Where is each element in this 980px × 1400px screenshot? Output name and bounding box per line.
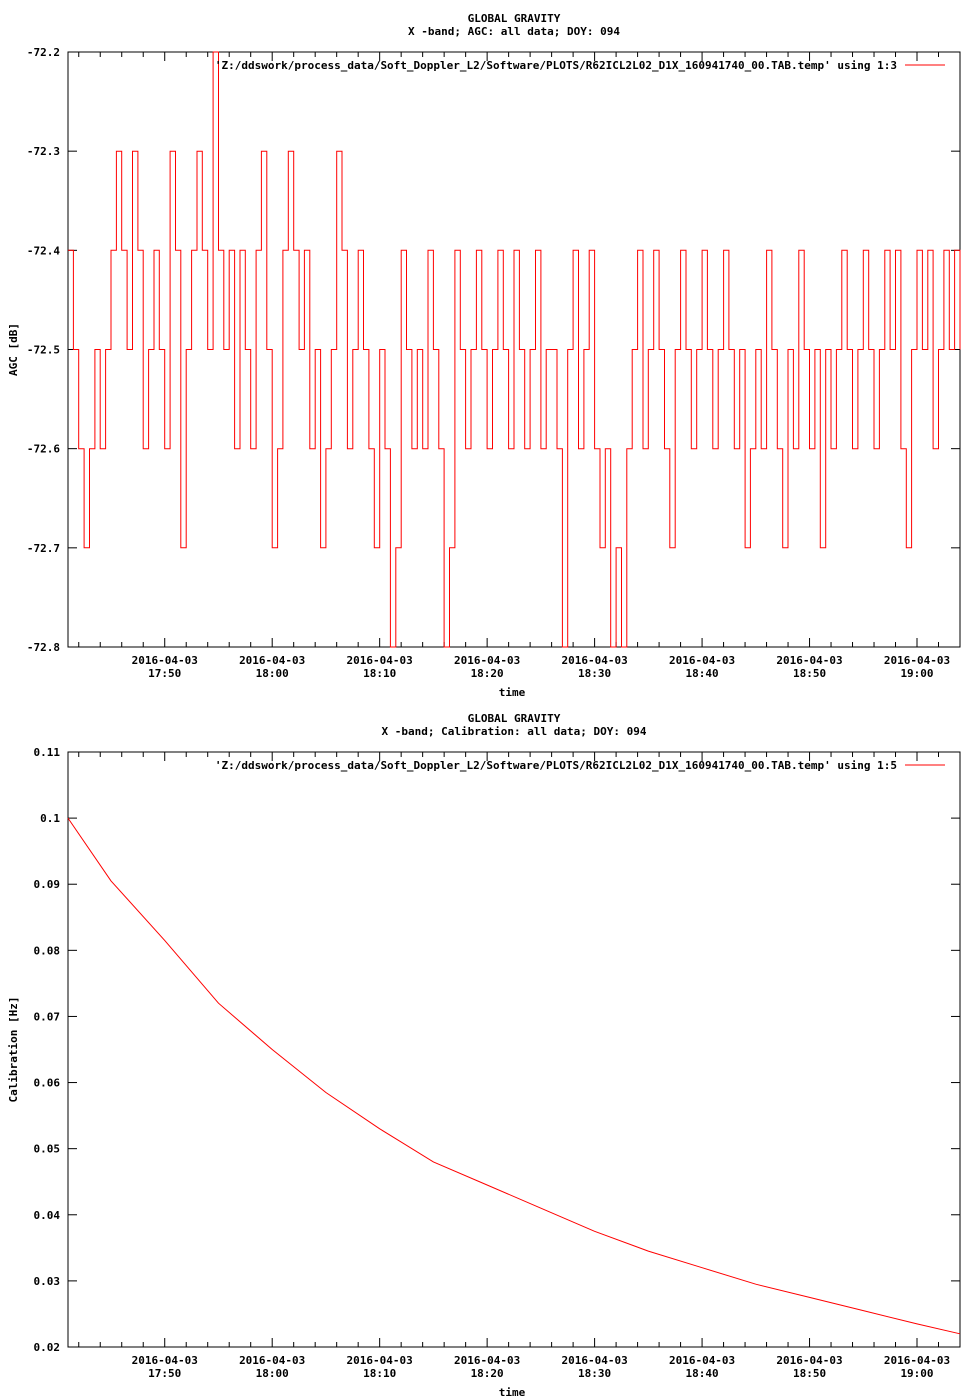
x-tick-time-label: 18:00 [256,1367,289,1380]
x-tick-date-label: 2016-04-03 [669,654,735,667]
chart-title: GLOBAL GRAVITY [468,712,561,725]
y-axis-label: Calibration [Hz] [7,997,20,1103]
x-tick-date-label: 2016-04-03 [561,654,627,667]
y-tick-label: 0.06 [34,1077,61,1090]
x-tick-time-label: 18:50 [793,1367,826,1380]
x-tick-time-label: 18:00 [256,667,289,680]
y-tick-label: -72.3 [27,145,60,158]
y-tick-label: -72.6 [27,443,60,456]
y-axis-label: AGC [dB] [7,323,20,376]
x-tick-time-label: 18:20 [471,667,504,680]
x-tick-date-label: 2016-04-03 [239,1354,305,1367]
x-tick-date-label: 2016-04-03 [132,1354,198,1367]
x-tick-time-label: 19:00 [900,1367,933,1380]
x-tick-date-label: 2016-04-03 [347,1354,413,1367]
x-axis-label: time [499,686,526,699]
y-tick-label: -72.8 [27,641,60,654]
x-tick-time-label: 18:40 [686,1367,719,1380]
x-tick-date-label: 2016-04-03 [561,1354,627,1367]
legend-label: 'Z:/ddswork/process_data/Soft_Doppler_L2… [215,59,897,72]
y-tick-label: -72.7 [27,542,60,555]
x-tick-date-label: 2016-04-03 [454,1354,520,1367]
y-tick-label: 0.03 [34,1275,61,1288]
y-tick-label: 0.08 [34,944,61,957]
plot-frame [67,751,961,1348]
x-tick-date-label: 2016-04-03 [347,654,413,667]
y-tick-label: 0.05 [34,1143,61,1156]
x-tick-date-label: 2016-04-03 [884,1354,950,1367]
y-tick-label: 0.09 [34,878,61,891]
y-tick-label: -72.2 [27,46,60,59]
y-tick-label: 0.02 [34,1341,61,1354]
series-line [68,51,961,648]
x-tick-date-label: 2016-04-03 [132,654,198,667]
x-tick-date-label: 2016-04-03 [669,1354,735,1367]
x-tick-time-label: 18:10 [363,667,396,680]
x-tick-time-label: 19:00 [900,667,933,680]
x-tick-time-label: 17:50 [148,1367,181,1380]
series-line [67,817,961,1335]
x-tick-date-label: 2016-04-03 [239,654,305,667]
x-axis-label: time [499,1386,526,1399]
y-tick-label: 0.04 [34,1209,61,1222]
x-tick-date-label: 2016-04-03 [884,654,950,667]
x-tick-date-label: 2016-04-03 [776,1354,842,1367]
y-tick-label: 0.07 [34,1010,61,1023]
x-tick-time-label: 18:10 [363,1367,396,1380]
chart-title: GLOBAL GRAVITY [468,12,561,25]
x-tick-time-label: 18:30 [578,667,611,680]
x-tick-time-label: 18:30 [578,1367,611,1380]
y-tick-label: -72.4 [27,244,60,257]
x-tick-date-label: 2016-04-03 [776,654,842,667]
legend-label: 'Z:/ddswork/process_data/Soft_Doppler_L2… [215,759,897,772]
x-tick-time-label: 18:40 [686,667,719,680]
y-tick-label: -72.5 [27,344,60,357]
x-tick-time-label: 18:50 [793,667,826,680]
chart-subtitle: X -band; AGC: all data; DOY: 094 [408,25,620,38]
y-tick-label: 0.11 [34,746,61,759]
x-tick-time-label: 18:20 [471,1367,504,1380]
chart-subtitle: X -band; Calibration: all data; DOY: 094 [382,725,647,738]
x-tick-time-label: 17:50 [148,667,181,680]
x-tick-date-label: 2016-04-03 [454,654,520,667]
y-tick-label: 0.1 [40,812,60,825]
